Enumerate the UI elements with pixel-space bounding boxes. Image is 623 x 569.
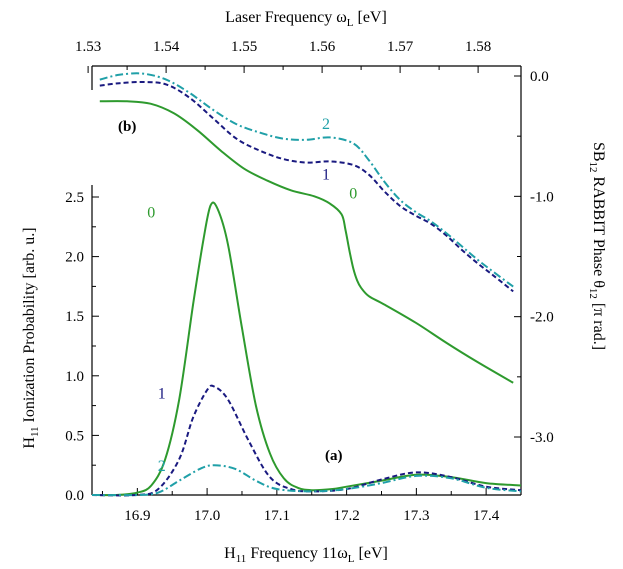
y-tick-label: 1.0 — [65, 369, 84, 385]
y-tick-label: 1.5 — [65, 309, 84, 325]
y-tick-label: 0.0 — [65, 488, 84, 504]
y-tick-label: 2.0 — [65, 250, 84, 266]
x-tick-label: 17.2 — [333, 508, 359, 524]
x-tick-label: 16.9 — [124, 508, 150, 524]
x-tick-label: 17.0 — [194, 508, 220, 524]
axes-frame — [91, 65, 522, 496]
top-x-tick-label: 1.55 — [231, 39, 257, 55]
panel-b-series-label-0: 0 — [349, 186, 357, 203]
right-y-tick-label: 0.0 — [530, 69, 549, 85]
top-x-tick-label: 1.57 — [387, 39, 414, 55]
panel-b-series-line-1 — [99, 80, 514, 293]
panel-a-series-label-2: 2 — [158, 458, 166, 475]
right-y-tick-label: -2.0 — [530, 310, 554, 326]
panel-b-y-ticks: 0.0 -1.0 -2.0 -3.0 — [514, 69, 554, 446]
panel-a-series: 0 1 2 — [91, 201, 522, 497]
panel-a-y-ticks: 0.0 0.5 1.0 1.5 2.0 2.5 — [65, 190, 99, 504]
panel-b-x-axis-title: Laser Frequency ωL [eV] — [225, 9, 387, 29]
panel-b-series-label-1: 1 — [322, 166, 330, 183]
x-tick-label: 17.1 — [264, 508, 290, 524]
right-y-tick-label: -3.0 — [530, 430, 554, 446]
panel-a-label: (a) — [325, 448, 343, 464]
right-y-tick-label: -1.0 — [530, 189, 554, 205]
panel-a-x-axis-title: H11 Frequency 11ωL [eV] — [224, 545, 388, 565]
panel-b-y-axis-title: SB12 RABBIT Phase θ12 [π rad.] — [587, 142, 607, 350]
panel-b-series-label-2: 2 — [322, 116, 330, 133]
top-x-tick-label: 1.58 — [465, 39, 491, 55]
top-x-tick-label: 1.54 — [153, 39, 180, 55]
panel-b-x-ticks: 1.53 1.54 1.55 1.56 1.57 1.58 — [75, 39, 491, 73]
panel-a-series-label-1: 1 — [158, 385, 166, 402]
y-tick-label: 2.5 — [65, 190, 84, 206]
panel-b-series: 0 1 2 — [99, 72, 514, 384]
panel-a-y-axis-title: H11 Ionization Probability [arb. u.] — [21, 227, 41, 448]
y-tick-label: 0.5 — [65, 428, 84, 444]
panel-a-series-label-0: 0 — [147, 204, 155, 221]
panel-b-label: (b) — [118, 119, 136, 135]
panel-b-series-line-0 — [99, 100, 514, 384]
panel-a-series-line-0 — [91, 201, 522, 497]
x-tick-label: 17.4 — [473, 508, 500, 524]
panel-b-series-line-2 — [99, 72, 514, 288]
top-x-tick-label: 1.53 — [75, 39, 101, 55]
top-x-tick-label: 1.56 — [309, 39, 336, 55]
panel-a-series-line-2 — [91, 464, 522, 497]
panel-a-series-line-1 — [91, 384, 522, 497]
x-tick-label: 17.3 — [403, 508, 429, 524]
panel-a-x-ticks: 16.9 17.0 17.1 17.2 17.3 17.4 — [101, 488, 500, 524]
